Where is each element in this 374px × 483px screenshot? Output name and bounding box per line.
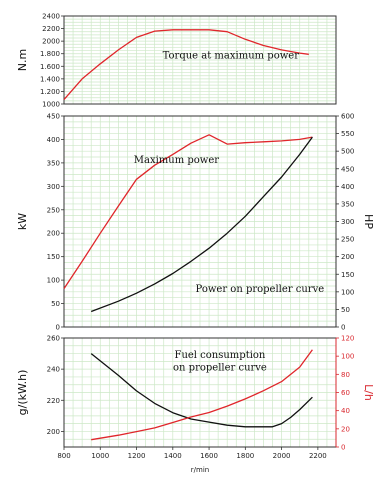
y-tick-label: 350: [47, 159, 60, 167]
y-tick-label: 100: [47, 277, 60, 285]
series-line-2-0: [90, 353, 313, 428]
y-right-tick-label: 100: [341, 353, 354, 361]
x-tick-label: 1800: [236, 452, 254, 460]
x-tick-label: 1600: [200, 452, 218, 460]
y-right-tick-label: 200: [341, 253, 354, 261]
x-tick-label: 2200: [309, 452, 327, 460]
chart-annotation: on propeller curve: [173, 363, 267, 374]
series-line-2-1: [91, 349, 313, 441]
y-tick-label: 400: [47, 136, 60, 144]
y-right-tick-label: 350: [341, 200, 354, 208]
chart-annotation: Maximum power: [134, 155, 220, 166]
y-right-tick-label: 150: [341, 271, 354, 279]
y-right-tick-label: 400: [341, 183, 354, 191]
y-right-tick-label: 120: [341, 335, 354, 343]
y-right-axis-title: L/h: [362, 384, 374, 401]
y-tick-label: 240: [47, 366, 60, 374]
x-tick-label: 800: [57, 452, 70, 460]
chart-annotation: Power on propeller curve: [196, 284, 325, 295]
y-tick-label: 1.600: [40, 63, 60, 71]
y-right-tick-label: 500: [341, 148, 354, 156]
y-tick-label: 50: [51, 300, 60, 308]
y-tick-label: 300: [47, 183, 60, 191]
y-right-tick-label: 250: [341, 236, 354, 244]
y-axis-title: kW: [16, 213, 29, 230]
y-right-tick-label: 300: [341, 218, 354, 226]
y-tick-label: 200: [47, 428, 60, 436]
y-right-tick-label: 20: [341, 425, 350, 433]
y-right-tick-label: 100: [341, 288, 354, 296]
y-tick-label: 220: [47, 397, 60, 405]
y-tick-label: 200: [47, 230, 60, 238]
y-right-tick-label: 40: [341, 407, 350, 415]
y-tick-label: 250: [47, 206, 60, 214]
x-axis-title: r/min: [191, 466, 209, 474]
chart-annotation: Fuel consumption: [175, 350, 266, 361]
plot-frame: [63, 15, 337, 105]
y-tick-label: 1.400: [40, 75, 60, 83]
y-tick-label: 0: [56, 324, 60, 332]
y-right-tick-label: 50: [341, 306, 350, 314]
y-tick-label: 2000: [42, 38, 60, 46]
y-right-tick-label: 0: [341, 324, 345, 332]
y-axis-title: N.m: [16, 49, 29, 71]
series-line-1-0: [63, 134, 313, 289]
y-tick-label: 2400: [42, 13, 60, 21]
x-tick-label: 1200: [128, 452, 146, 460]
y-right-tick-label: 600: [341, 113, 354, 121]
y-tick-label: 1.800: [40, 50, 60, 58]
x-tick-label: 1000: [91, 452, 109, 460]
y-tick-label: 450: [47, 113, 60, 121]
y-right-axis-title: HP: [362, 214, 374, 229]
y-tick-label: 260: [47, 335, 60, 343]
y-tick-label: 150: [47, 253, 60, 261]
x-tick-label: 1400: [164, 452, 182, 460]
y-right-tick-label: 60: [341, 389, 350, 397]
y-right-tick-label: 0: [341, 444, 345, 452]
series-line-1-1: [90, 136, 313, 313]
series-line-0-0: [63, 29, 309, 101]
chart-annotation: Torque at maximum power: [163, 51, 300, 62]
y-tick-label: 1.200: [40, 88, 60, 96]
y-axis-title: g/(kW.h): [16, 370, 29, 416]
x-tick-label: 2000: [273, 452, 291, 460]
y-right-tick-label: 80: [341, 371, 350, 379]
y-right-tick-label: 450: [341, 165, 354, 173]
y-tick-label: 1000: [42, 101, 60, 109]
y-tick-label: 2200: [42, 25, 60, 33]
y-right-tick-label: 550: [341, 130, 354, 138]
